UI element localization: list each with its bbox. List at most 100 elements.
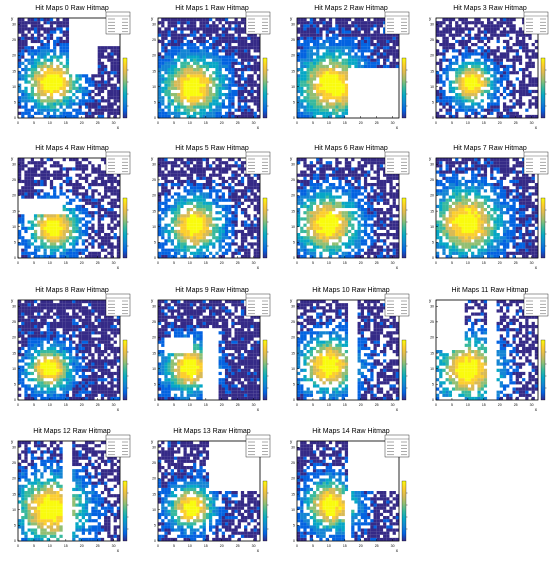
hitmap-bin [85, 214, 88, 217]
hitmap-bin [323, 81, 326, 84]
hitmap-bin [171, 211, 174, 214]
hitmap-bin [53, 71, 56, 74]
hitmap-bin [75, 186, 78, 189]
hitmap-bin [187, 217, 190, 220]
hitmap-bin [95, 74, 98, 77]
hitmap-bin [72, 252, 75, 255]
hitmap-bin [66, 255, 69, 258]
hitmap-bin [59, 84, 62, 87]
hitmap-bin [72, 242, 75, 245]
hitmap-bin [225, 214, 228, 217]
hitmap-bin [177, 56, 180, 59]
hitmap-bin [303, 211, 306, 214]
hitmap-bin [222, 227, 225, 230]
hitmap-bin [338, 230, 341, 233]
hitmap-bin [442, 96, 445, 99]
hitmap-bin [493, 18, 496, 21]
hitmap-bin [247, 56, 250, 59]
hitmap-bin [50, 49, 53, 52]
hitmap-bin [506, 24, 509, 27]
hitmap-bin [24, 252, 27, 255]
hitmap-bin [338, 34, 341, 37]
hitmap-bin [117, 205, 120, 208]
hitmap-bin [56, 171, 59, 174]
hitmap-bin [238, 37, 241, 40]
hitmap-bin [313, 192, 316, 195]
hitmap-bin [24, 93, 27, 96]
hitmap-bin [313, 59, 316, 62]
hitmap-bin [177, 102, 180, 105]
hitmap-bin [24, 106, 27, 109]
hitmap-bin [34, 68, 37, 71]
hitmap-bin [110, 189, 113, 192]
hitmap-bin [332, 40, 335, 43]
hitmap-bin [47, 40, 50, 43]
hitmap-bin [199, 246, 202, 249]
hitmap-bin [95, 87, 98, 90]
hitmap-bin [110, 246, 113, 249]
x-tick-label: 10 [327, 121, 331, 125]
hitmap-bin [203, 199, 206, 202]
hitmap-bin [225, 46, 228, 49]
hitmap-bin [215, 18, 218, 21]
hitmap-bin [326, 84, 329, 87]
hitmap-bin [206, 84, 209, 87]
hitmap-bin [250, 81, 253, 84]
hitmap-bin [257, 65, 260, 68]
hitmap-bin [168, 21, 171, 24]
hitmap-bin [225, 74, 228, 77]
hitmap-bin [303, 246, 306, 249]
hitmap-bin [490, 96, 493, 99]
hitmap-bin [326, 192, 329, 195]
hitmap-bin [44, 224, 47, 227]
hitmap-bin [250, 115, 253, 118]
hitmap-bin [326, 202, 329, 205]
hitmap-bin [300, 249, 303, 252]
hitmap-bin [465, 46, 468, 49]
hitmap-bin [238, 96, 241, 99]
hitmap-bin [91, 99, 94, 102]
hitmap-bin [235, 196, 238, 199]
hitmap-bin [193, 233, 196, 236]
hitmap-bin [199, 255, 202, 258]
hitmap-bin [238, 77, 241, 80]
hitmap-bin [72, 189, 75, 192]
hitmap-bin [37, 93, 40, 96]
hitmap-bin [300, 227, 303, 230]
hitmap-bin [117, 68, 120, 71]
hitmap-bin [225, 115, 228, 118]
hitmap-bin [228, 249, 231, 252]
hitmap-bin [174, 164, 177, 167]
hitmap-bin [180, 40, 183, 43]
x-tick-label: 30 [252, 261, 256, 265]
hitmap-bin [37, 81, 40, 84]
hitmap-bin [110, 49, 113, 52]
hitmap-bin [254, 252, 257, 255]
hitmap-bin [187, 46, 190, 49]
hitmap-bin [522, 87, 525, 90]
hitmap-bin [104, 239, 107, 242]
hitmap-bin [535, 106, 538, 109]
hitmap-bin [342, 40, 345, 43]
hitmap-bin [326, 49, 329, 52]
hitmap-bin [500, 77, 503, 80]
hitmap-bin [481, 71, 484, 74]
hitmap-bin [168, 106, 171, 109]
hitmap-bin [158, 74, 161, 77]
hitmap-bin [250, 189, 253, 192]
hitmap-bin [177, 249, 180, 252]
hitmap-bin [28, 242, 31, 245]
hitmap-bin [164, 90, 167, 93]
hitmap-bin [206, 186, 209, 189]
hitmap-bin [212, 171, 215, 174]
hitmap-bin [500, 31, 503, 34]
hitmap-bin [196, 227, 199, 230]
hitmap-bin [164, 242, 167, 245]
hitmap-bin [300, 18, 303, 21]
hitmap-bin [88, 214, 91, 217]
hitmap-bin [319, 246, 322, 249]
hitmap-bin [493, 62, 496, 65]
hitmap-bin [332, 68, 335, 71]
hitmap-bin [307, 71, 310, 74]
hitmap-bin [24, 71, 27, 74]
